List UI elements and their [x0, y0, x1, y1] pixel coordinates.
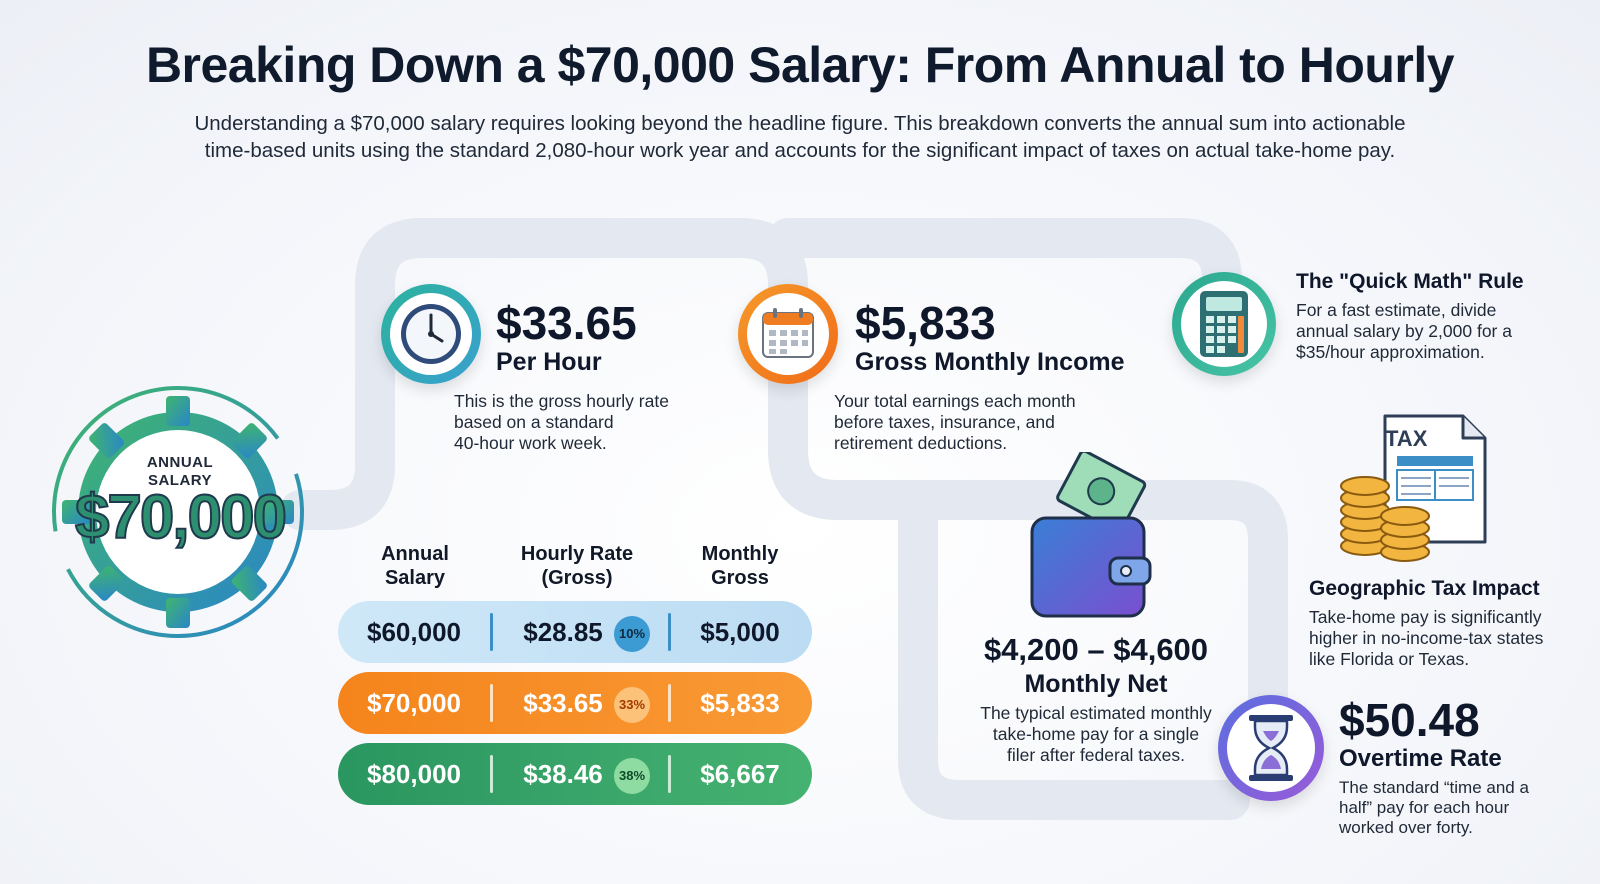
table-cell-monthly: $5,833 — [700, 688, 780, 718]
monthly-gross-label: Gross Monthly Income — [855, 348, 1125, 376]
hourly-value: $33.65 — [496, 297, 637, 349]
table-header-monthly: Monthly Gross — [675, 542, 805, 590]
table-row: $80,000 $38.46 38% $6,667 — [338, 743, 812, 805]
table-cell-annual: $80,000 — [367, 759, 461, 789]
monthly-gross-desc-line: retirement deductions. — [834, 433, 1008, 453]
hero-label-line: SALARY — [147, 472, 213, 489]
overtime-desc-line: The standard “time and a — [1339, 778, 1529, 797]
hourglass-badge — [1218, 695, 1324, 801]
calendar-badge — [738, 284, 838, 384]
hourly-description: This is the gross hourly rate based on a… — [454, 391, 714, 454]
row-divider — [668, 755, 671, 793]
clock-badge — [381, 284, 481, 384]
hourly-desc-line: 40-hour work week. — [454, 433, 607, 453]
table-row: $60,000 $28.85 10% $5,000 — [338, 601, 812, 663]
row-divider — [490, 755, 493, 793]
geo-tax-title: Geographic Tax Impact — [1309, 577, 1540, 600]
table-row: $70,000 $33.65 33% $5,833 — [338, 672, 812, 734]
table-cell-hourly: $33.65 — [523, 688, 603, 718]
row-divider — [490, 613, 493, 651]
quick-math-desc-line: For a fast estimate, divide — [1296, 300, 1497, 320]
table-header-line: (Gross) — [541, 567, 613, 589]
table-header-hourly: Hourly Rate (Gross) — [492, 542, 662, 590]
quick-math-description: For a fast estimate, divide annual salar… — [1296, 300, 1556, 363]
table-header-line: Annual — [381, 543, 449, 565]
monthly-net-desc-line: The typical estimated monthly — [980, 703, 1212, 723]
monthly-net-desc-line: take-home pay for a single — [992, 724, 1200, 744]
monthly-net-label: Monthly Net — [1024, 670, 1168, 698]
quick-math-title: The "Quick Math" Rule — [1296, 270, 1524, 293]
overtime-desc-line: worked over forty. — [1339, 818, 1473, 837]
geo-tax-description: Take-home pay is significantly higher in… — [1309, 607, 1569, 670]
monthly-net-description: The typical estimated monthly take-home … — [966, 703, 1226, 766]
monthly-net-desc-line: filer after federal taxes. — [1007, 745, 1185, 765]
calculator-icon — [1200, 291, 1248, 357]
overtime-label: Overtime Rate — [1339, 745, 1502, 772]
overtime-desc-line: half” pay for each hour — [1339, 798, 1510, 817]
table-header-line: Monthly — [701, 543, 779, 565]
table-cell-annual: $60,000 — [367, 617, 461, 647]
table-header-line: Salary — [384, 567, 446, 589]
hourly-desc-line: based on a standard — [454, 412, 614, 432]
table-cell-annual: $70,000 — [367, 688, 461, 718]
hourly-desc-line: This is the gross hourly rate — [454, 391, 669, 411]
hero-label-line: ANNUAL — [146, 454, 214, 471]
page-subtitle: Understanding a $70,000 salary requires … — [150, 110, 1450, 164]
row-divider — [668, 684, 671, 722]
geo-tax-desc-line: Take-home pay is significantly — [1309, 607, 1542, 627]
monthly-net-value: $4,200 – $4,600 — [983, 632, 1209, 667]
row-divider — [668, 613, 671, 651]
table-header-line: Gross — [711, 567, 769, 589]
geo-tax-desc-line: like Florida or Texas. — [1309, 649, 1470, 669]
monthly-gross-description: Your total earnings each month before ta… — [834, 391, 1124, 454]
hero-label: ANNUAL SALARY — [115, 454, 245, 490]
monthly-gross-value: $5,833 — [855, 297, 996, 349]
hourly-label: Per Hour — [496, 348, 602, 376]
table-header-line: Hourly Rate — [520, 543, 634, 565]
quick-math-desc-line: $35/hour approximation. — [1296, 342, 1485, 362]
clock-icon — [401, 304, 461, 364]
hero-gear-badge — [52, 386, 304, 638]
quick-math-desc-line: annual salary by 2,000 for a — [1296, 321, 1512, 341]
geo-tax-desc-line: higher in no-income-tax states — [1309, 628, 1544, 648]
table-cell-hourly: $28.85 — [523, 617, 603, 647]
tax-document-coins-icon — [1340, 414, 1487, 562]
row-divider — [490, 684, 493, 722]
calendar-icon — [762, 308, 814, 358]
table-cell-monthly: $6,667 — [700, 759, 780, 789]
hourglass-icon — [1249, 715, 1293, 781]
table-cell-monthly: $5,000 — [700, 617, 780, 647]
wallet-icon — [1030, 452, 1152, 618]
table-cell-percent: 33% — [614, 687, 650, 723]
monthly-gross-desc-line: Your total earnings each month — [834, 391, 1076, 411]
table-cell-percent: 38% — [614, 758, 650, 794]
calculator-badge — [1172, 272, 1276, 376]
table-cell-percent: 10% — [614, 616, 650, 652]
table-cell-hourly: $38.46 — [523, 759, 603, 789]
subtitle-line: time-based units using the standard 2,08… — [204, 139, 1396, 162]
overtime-description: The standard “time and a half” pay for e… — [1339, 778, 1569, 838]
page-title: Breaking Down a $70,000 Salary: From Ann… — [145, 37, 1455, 93]
table-header-annual: Annual Salary — [350, 542, 480, 590]
overtime-value: $50.48 — [1339, 694, 1480, 746]
hero-value: $70,000 — [74, 482, 288, 553]
tax-icon-label: TAX — [1385, 426, 1428, 451]
subtitle-line: Understanding a $70,000 salary requires … — [194, 112, 1406, 135]
monthly-gross-desc-line: before taxes, insurance, and — [834, 412, 1055, 432]
